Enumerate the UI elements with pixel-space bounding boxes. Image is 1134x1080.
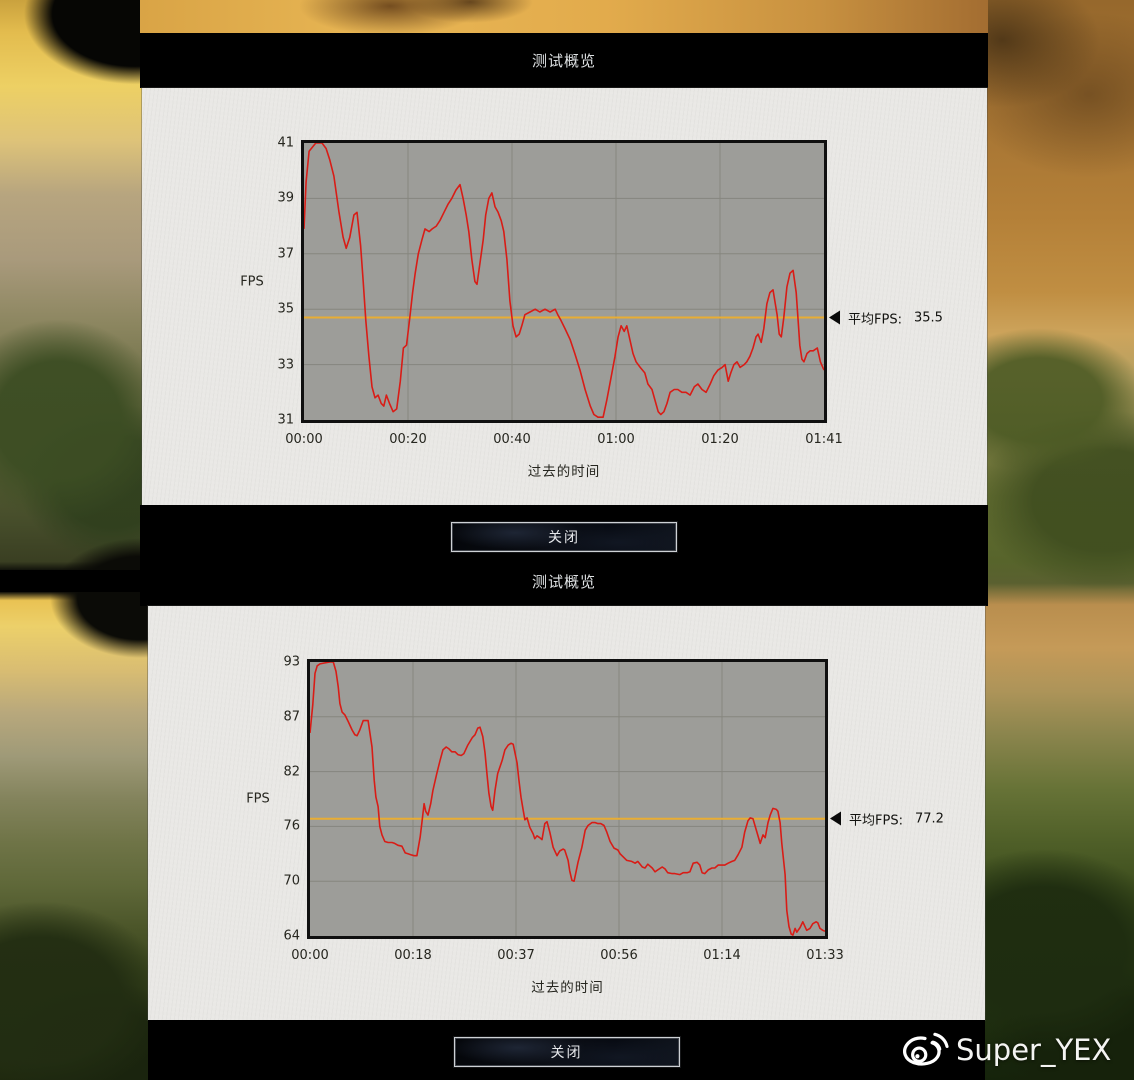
- y-tick-label: 82: [283, 764, 300, 780]
- fps-chart-plot: [307, 659, 828, 939]
- x-tick-label: 00:56: [600, 948, 638, 963]
- window-titlebar: 测试概览: [140, 33, 988, 88]
- fps-line-chart: [304, 143, 824, 420]
- x-tick-label: 00:40: [493, 432, 531, 447]
- screenshot-seam-band: [0, 570, 148, 592]
- y-axis-ticks: 41 39 37 35 33 31: [238, 136, 294, 428]
- average-marker-triangle-icon: [829, 310, 840, 325]
- fps-chart-plot: [301, 140, 827, 423]
- x-tick-label: 00:00: [285, 432, 323, 447]
- average-fps-annotation: 平均FPS: 77.2: [830, 809, 944, 828]
- window-footer-bar: 关闭 测试概览: [140, 505, 988, 606]
- window-title-text: 测试概览: [531, 573, 596, 591]
- close-button-label: 关闭: [548, 530, 580, 546]
- x-tick-label: 01:14: [703, 948, 741, 963]
- watermark-text: Super_YEX: [956, 1033, 1112, 1067]
- y-axis-title: FPS: [246, 791, 270, 807]
- x-axis-title: 过去的时间: [527, 464, 601, 480]
- window-title: 测试概览: [531, 52, 596, 70]
- x-tick-label: 00:18: [394, 948, 432, 963]
- y-tick-label: 33: [277, 357, 294, 373]
- benchmark-results-panel: FPS 93 87 82 76 70 64 00:00 00:18 00:37 00:56 01:…: [148, 606, 985, 1020]
- x-tick-label: 00:20: [389, 432, 427, 447]
- x-axis-ticks: 00:00 00:18 00:37 00:56 01:14 01:33: [291, 948, 843, 964]
- window-footer-bar: 关闭: [148, 1020, 985, 1080]
- close-button[interactable]: 关闭: [453, 1037, 680, 1067]
- y-tick-label: 39: [277, 190, 294, 206]
- x-tick-label: 00:37: [497, 948, 535, 963]
- x-tick-label: 01:20: [701, 432, 739, 447]
- watermark: Super_YEX: [903, 1030, 1111, 1070]
- benchmark-results-panel: FPS 41 39 37 35 33 31 00:00 00:20 00:40 01:00 01:…: [142, 88, 987, 505]
- average-fps-value: 35.5: [913, 310, 943, 325]
- x-axis-ticks: 00:00 00:20 00:40 01:00 01:20 01:41: [285, 432, 842, 448]
- y-axis-ticks: 93 87 82 76 70 64: [244, 655, 300, 944]
- close-button[interactable]: 关闭: [451, 522, 677, 552]
- y-tick-label: 76: [283, 818, 300, 834]
- game-background-left: [0, 0, 150, 1080]
- y-tick-label: 87: [283, 709, 300, 725]
- game-background-sky: [140, 0, 988, 34]
- average-fps-label: 平均FPS:: [848, 312, 902, 327]
- average-marker-triangle-icon: [830, 811, 841, 826]
- x-tick-label: 01:00: [597, 432, 635, 447]
- close-button-label: 关闭: [550, 1045, 583, 1061]
- y-axis-title: FPS: [240, 274, 264, 289]
- y-tick-label: 70: [283, 873, 300, 889]
- x-tick-label: 00:00: [291, 948, 329, 963]
- average-fps-annotation: 平均FPS: 35.5: [829, 308, 943, 327]
- window-title-2: 测试概览: [140, 571, 988, 592]
- x-axis-title: 过去的时间: [531, 980, 604, 996]
- x-tick-label: 01:41: [805, 432, 843, 447]
- average-fps-value: 77.2: [914, 811, 944, 827]
- x-tick-label: 01:33: [806, 948, 844, 963]
- y-tick-label: 31: [277, 412, 294, 428]
- y-tick-label: 35: [277, 301, 294, 317]
- y-tick-label: 37: [277, 246, 294, 262]
- y-tick-label: 93: [283, 654, 300, 670]
- fps-line-chart: [310, 662, 825, 936]
- game-background-right: [984, 0, 1134, 1080]
- weibo-icon: [903, 1032, 949, 1066]
- y-tick-label: 64: [283, 928, 300, 944]
- average-fps-label: 平均FPS:: [849, 813, 903, 829]
- y-tick-label: 41: [277, 135, 294, 151]
